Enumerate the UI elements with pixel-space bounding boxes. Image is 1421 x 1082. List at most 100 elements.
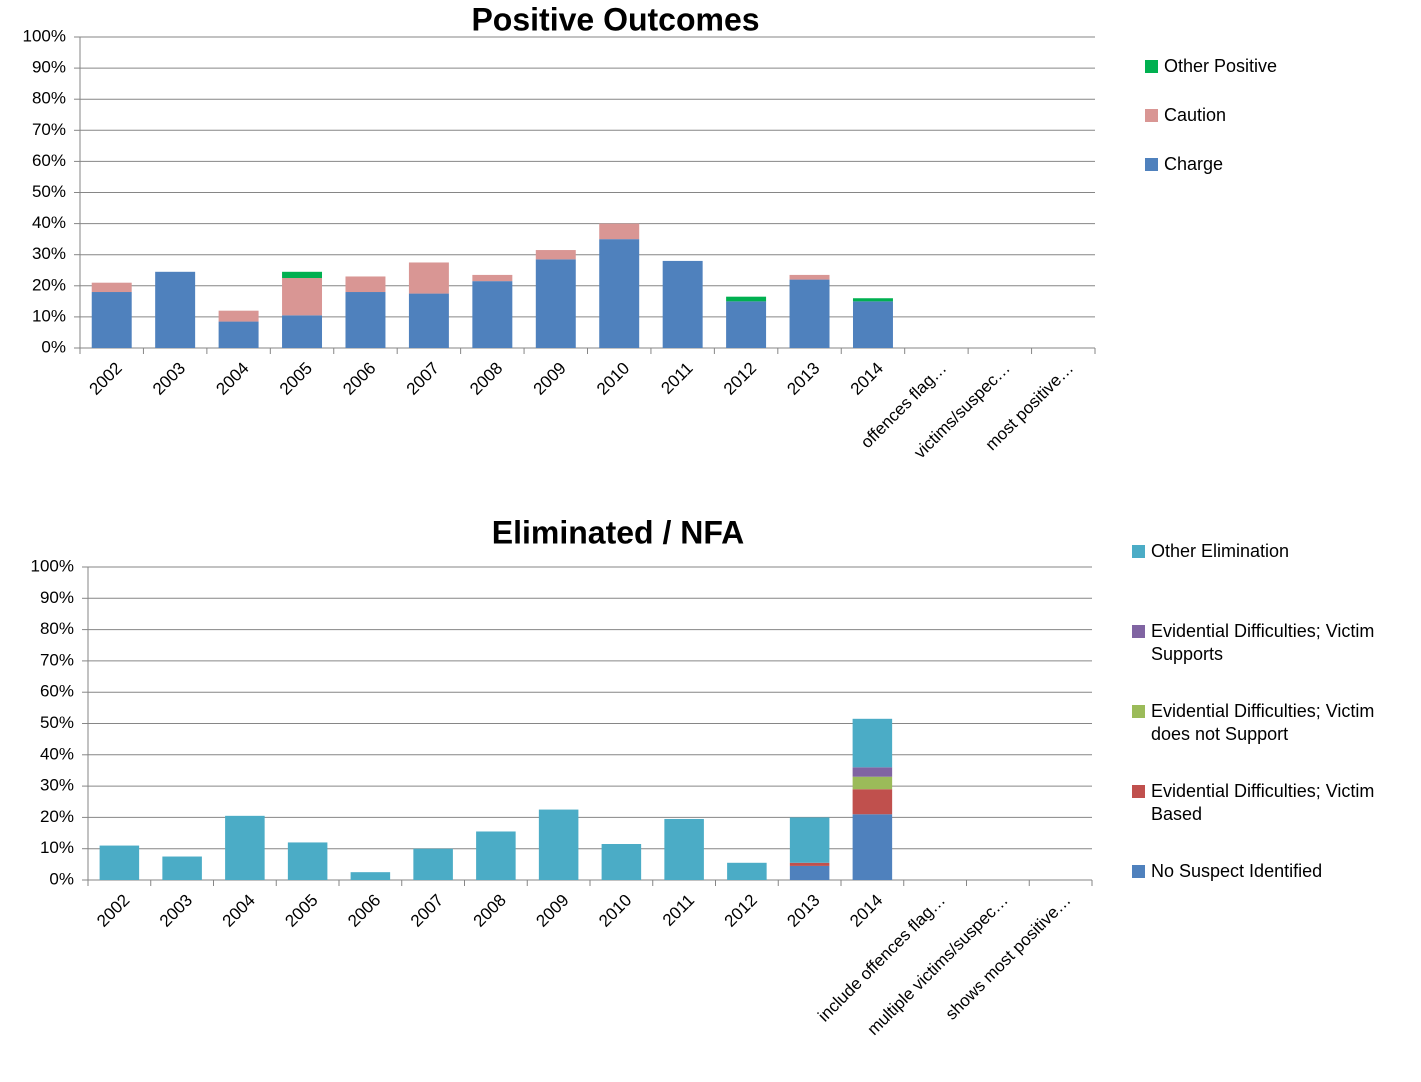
x-tick-label: 2002: [86, 359, 126, 399]
bar-segment: [726, 296, 767, 302]
y-tick-label: 50%: [40, 713, 74, 732]
x-tick-label: 2014: [846, 891, 886, 931]
y-tick-label: 90%: [32, 58, 66, 77]
bar-segment: [287, 842, 328, 880]
legend-item: Evidential Difficulties; Victim Supports: [1132, 620, 1407, 700]
legend-label: Charge: [1164, 154, 1224, 174]
bar-segment: [852, 718, 893, 768]
bar-segment: [345, 292, 386, 348]
bar-segment: [218, 310, 259, 322]
legend-swatch: [1132, 545, 1145, 558]
y-tick-label: 100%: [31, 556, 74, 575]
x-tick-label: 2007: [403, 359, 443, 399]
bar-segment: [350, 872, 391, 880]
x-tick-label: 2011: [657, 359, 696, 398]
bar-segment: [162, 856, 202, 880]
legend-label: Evidential Difficulties; Victim Supports: [1151, 621, 1375, 664]
bar-segment: [282, 315, 323, 348]
y-tick-label: 0%: [49, 869, 74, 888]
x-tick-label: 2009: [532, 891, 572, 931]
y-tick-label: 40%: [32, 213, 66, 232]
x-tick-label: 2003: [149, 359, 189, 399]
bar-segment: [535, 259, 576, 348]
bar-segment: [789, 865, 830, 880]
y-tick-label: 50%: [32, 182, 66, 201]
y-tick-label: 10%: [32, 306, 66, 325]
legend-swatch: [1132, 705, 1145, 718]
legend-item: Other Elimination: [1132, 540, 1407, 620]
chart-title: Eliminated / NFA: [492, 514, 744, 550]
bar-segment: [413, 848, 453, 880]
legend-swatch: [1145, 109, 1158, 122]
bar-segment: [225, 815, 265, 880]
bar-segment: [852, 767, 893, 777]
y-tick-label: 100%: [23, 26, 66, 45]
x-tick-label: 2012: [720, 359, 760, 399]
bar-segment: [599, 239, 640, 348]
y-tick-label: 90%: [40, 588, 74, 607]
x-tick-label: 2003: [156, 891, 196, 931]
legend-swatch: [1132, 785, 1145, 798]
bar-segment: [408, 293, 449, 348]
bar-segment: [408, 262, 449, 294]
bar-segment: [282, 271, 323, 279]
bar-segment: [662, 260, 703, 348]
legend-item: No Suspect Identified: [1132, 860, 1407, 940]
bar-segment: [852, 776, 893, 790]
y-tick-label: 80%: [32, 89, 66, 108]
x-tick-label: 2008: [466, 359, 506, 399]
legend-label: Other Elimination: [1151, 541, 1290, 561]
legend-item: Evidential Difficulties; Victim Based: [1132, 780, 1407, 860]
x-tick-label: 2005: [276, 359, 316, 399]
bar-segment: [345, 276, 386, 293]
x-tick-label: include offences flag…: [814, 891, 949, 1026]
y-tick-label: 30%: [40, 776, 74, 795]
bar-segment: [726, 301, 767, 348]
x-tick-label: 2011: [659, 891, 698, 930]
bar-segment: [91, 292, 132, 348]
y-tick-label: 30%: [32, 244, 66, 263]
x-tick-label: 2009: [530, 359, 570, 399]
chart-title: Positive Outcomes: [471, 1, 759, 37]
legend-swatch: [1132, 625, 1145, 638]
y-tick-label: 60%: [40, 682, 74, 701]
x-tick-label: 2010: [595, 891, 635, 931]
legend-label: Evidential Difficulties; Victim Based: [1151, 781, 1375, 824]
x-tick-label: 2004: [212, 359, 252, 399]
y-tick-label: 0%: [41, 337, 66, 356]
y-tick-label: 40%: [40, 744, 74, 763]
bar-segment: [852, 298, 893, 302]
bar-segment: [476, 831, 516, 880]
legend-label: Evidential Difficulties; Victim does not…: [1151, 701, 1375, 744]
x-tick-label: 2014: [847, 359, 887, 399]
bar-segment: [99, 845, 140, 880]
x-tick-label: 2010: [593, 359, 633, 399]
bar-segment: [282, 278, 323, 316]
bar-segment: [852, 814, 893, 880]
y-tick-label: 20%: [40, 807, 74, 826]
x-tick-label: 2012: [721, 891, 761, 931]
y-tick-label: 10%: [40, 838, 74, 857]
bar-segment: [538, 809, 579, 880]
bar-segment: [852, 789, 893, 815]
legend-swatch: [1145, 158, 1158, 171]
x-tick-label: shows most positive…: [942, 891, 1075, 1024]
x-tick-label: 2002: [93, 891, 133, 931]
legend-label: Other Positive: [1164, 56, 1278, 76]
bar-segment: [155, 271, 196, 348]
bar-segment: [664, 818, 704, 880]
y-tick-label: 70%: [40, 650, 74, 669]
bar-segment: [535, 250, 576, 260]
x-tick-label: 2004: [219, 891, 259, 931]
x-tick-label: 2008: [470, 891, 510, 931]
legend-item: Caution: [1145, 104, 1420, 153]
legend-item: Other Positive: [1145, 55, 1420, 104]
bar-segment: [789, 817, 830, 863]
legend-swatch: [1132, 865, 1145, 878]
legend: Other Positive Caution Charge: [1145, 55, 1420, 202]
bar-segment: [601, 844, 642, 880]
legend-label: Caution: [1164, 105, 1227, 125]
bar-segment: [599, 223, 640, 240]
